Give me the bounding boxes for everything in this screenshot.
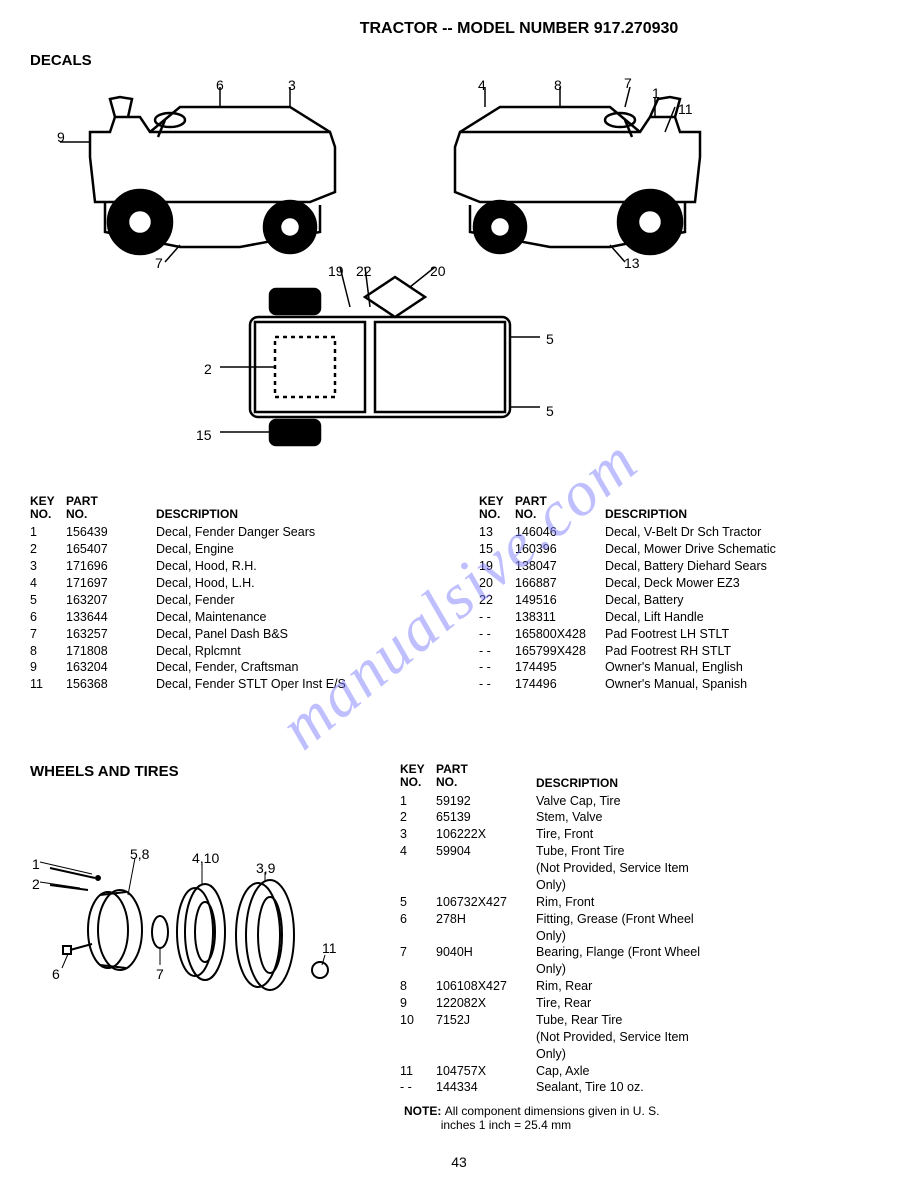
tractor-left-svg	[60, 87, 360, 267]
table-row: - -138311Decal, Lift Handle	[479, 609, 888, 626]
callout-t19: 19	[328, 263, 344, 279]
table-row: - -165799X428Pad Footrest RH STLT	[479, 643, 888, 660]
table-row: 159192Valve Cap, Tire	[400, 793, 888, 810]
table-row: (Not Provided, Service Item	[400, 860, 888, 877]
page-number: 43	[451, 1154, 467, 1170]
decals-table-left: KEYNO. PARTNO. DESCRIPTION 1156439Decal,…	[30, 495, 439, 693]
table-row: 9122082XTire, Rear	[400, 995, 888, 1012]
table-row: 8171808Decal, Rplcmnt	[30, 643, 439, 660]
table-row: 13146046Decal, V-Belt Dr Sch Tractor	[479, 524, 888, 541]
table-row: 6278HFitting, Grease (Front Wheel	[400, 911, 888, 928]
table-row: 5163207Decal, Fender	[30, 592, 439, 609]
wc2: 2	[32, 876, 40, 892]
table-row: - -165800X428Pad Footrest LH STLT	[479, 626, 888, 643]
table-row: 4171697Decal, Hood, L.H.	[30, 575, 439, 592]
table-row: 19138047Decal, Battery Diehard Sears	[479, 558, 888, 575]
wc39: 3,9	[256, 860, 275, 876]
callout-3: 3	[288, 77, 296, 93]
callout-7: 7	[155, 255, 163, 271]
table-row: 6133644Decal, Maintenance	[30, 609, 439, 626]
callout-t15: 15	[196, 427, 212, 443]
table-row: - -174495Owner's Manual, English	[479, 659, 888, 676]
wc6: 6	[52, 966, 60, 982]
callout-t5b: 5	[546, 403, 554, 419]
table-row: - -174496Owner's Manual, Spanish	[479, 676, 888, 693]
decals-table-right: KEYNO. PARTNO. DESCRIPTION 13146046Decal…	[479, 495, 888, 693]
callout-9: 9	[57, 129, 65, 145]
table-row: 3106222XTire, Front	[400, 826, 888, 843]
note: NOTE: All component dimensions given in …	[400, 1104, 888, 1132]
wheels-heading: WHEELS AND TIRES	[30, 763, 370, 780]
wc11: 11	[322, 940, 337, 956]
table-row: 265139Stem, Valve	[400, 809, 888, 826]
table-row: 8106108X427Rim, Rear	[400, 978, 888, 995]
table-row: 1156439Decal, Fender Danger Sears	[30, 524, 439, 541]
decals-tables: KEYNO. PARTNO. DESCRIPTION 1156439Decal,…	[30, 495, 888, 693]
callout-r7: 7	[624, 75, 632, 91]
wc1: 1	[32, 856, 40, 872]
table-row: 11104757XCap, Axle	[400, 1063, 888, 1080]
table-row: 22149516Decal, Battery	[479, 592, 888, 609]
callout-r11: 11	[678, 101, 693, 117]
table-row: 7163257Decal, Panel Dash B&S	[30, 626, 439, 643]
wc410: 4,10	[192, 850, 219, 866]
callout-r4: 4	[478, 77, 486, 93]
decals-diagram: 9 6 3 7 4 8 7 1 11 13	[30, 77, 888, 477]
wheels-diagram: 1 2 5,8 4,10 6 7 3,9 11	[30, 820, 350, 1020]
table-row: 107152JTube, Rear Tire	[400, 1012, 888, 1029]
callout-6: 6	[216, 77, 224, 93]
callout-t5a: 5	[546, 331, 554, 347]
wc58: 5,8	[130, 846, 149, 862]
table-row: Only)	[400, 961, 888, 978]
callout-t22: 22	[356, 263, 372, 279]
decals-heading: DECALS	[30, 52, 888, 69]
table-row: 2165407Decal, Engine	[30, 541, 439, 558]
wc7: 7	[156, 966, 164, 982]
table-row: Only)	[400, 1046, 888, 1063]
callout-r8: 8	[554, 77, 562, 93]
table-row: 5106732X427Rim, Front	[400, 894, 888, 911]
callout-t20: 20	[430, 263, 446, 279]
table-row: 79040HBearing, Flange (Front Wheel	[400, 944, 888, 961]
table-row: Only)	[400, 877, 888, 894]
page-title: TRACTOR -- MODEL NUMBER 917.270930	[150, 20, 888, 38]
table-row: (Not Provided, Service Item	[400, 1029, 888, 1046]
callout-t2: 2	[204, 361, 212, 377]
tractor-top-svg	[200, 267, 540, 467]
callout-r1: 1	[652, 85, 660, 101]
table-row: Only)	[400, 928, 888, 945]
table-row: 9163204Decal, Fender, Craftsman	[30, 659, 439, 676]
table-row: 459904Tube, Front Tire	[400, 843, 888, 860]
table-row: 3171696Decal, Hood, R.H.	[30, 558, 439, 575]
table-row: 15160396Decal, Mower Drive Schematic	[479, 541, 888, 558]
callout-r13: 13	[624, 255, 640, 271]
table-row: 20166887Decal, Deck Mower EZ3	[479, 575, 888, 592]
table-row: 11156368Decal, Fender STLT Oper Inst E/S	[30, 676, 439, 693]
table-row: - -144334Sealant, Tire 10 oz.	[400, 1079, 888, 1096]
wheels-section: WHEELS AND TIRES	[30, 763, 888, 1132]
